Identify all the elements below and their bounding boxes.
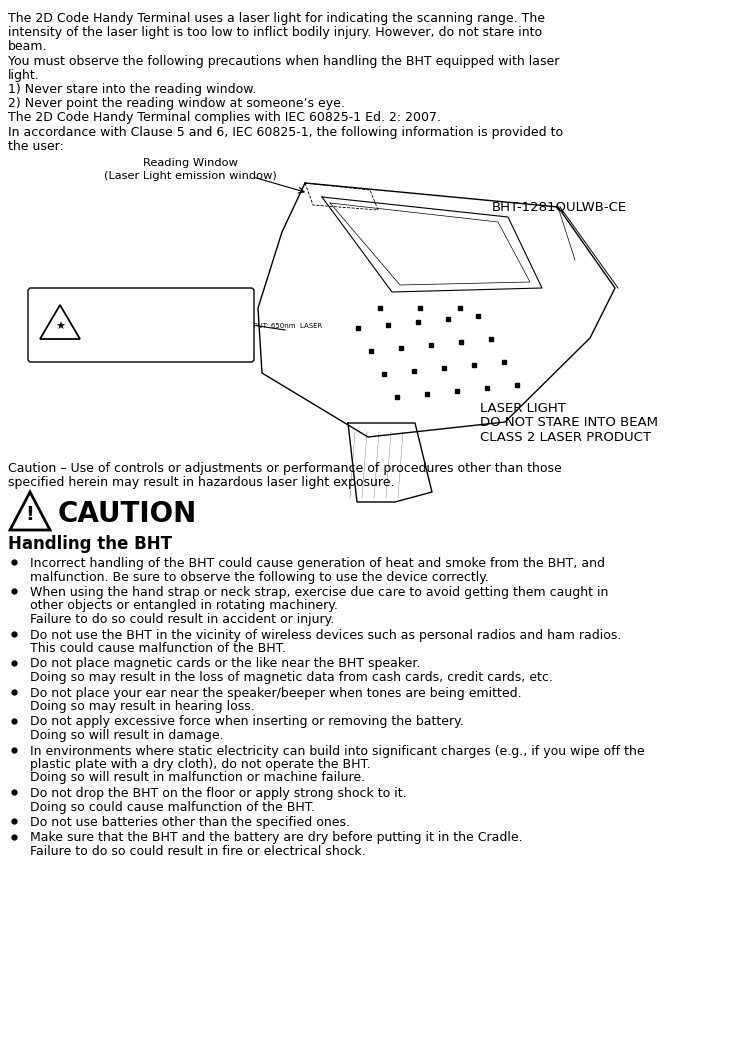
Text: Do not apply excessive force when inserting or removing the battery.: Do not apply excessive force when insert… <box>30 715 464 728</box>
Text: Handling the BHT: Handling the BHT <box>8 535 172 553</box>
Text: Do not place your ear near the speaker/beeper when tones are being emitted.: Do not place your ear near the speaker/b… <box>30 687 522 699</box>
Text: You must observe the following precautions when handling the BHT equipped with l: You must observe the following precautio… <box>8 54 559 68</box>
Text: BHT-1281QULWB-CE: BHT-1281QULWB-CE <box>492 200 627 213</box>
Text: (Laser Light emission window): (Laser Light emission window) <box>103 171 276 181</box>
Text: Doing so may result in the loss of magnetic data from cash cards, credit cards, : Doing so may result in the loss of magne… <box>30 671 553 684</box>
Text: Caution – Use of controls or adjustments or performance of procedures other than: Caution – Use of controls or adjustments… <box>8 462 562 475</box>
Text: beam.: beam. <box>8 40 48 53</box>
Text: ★: ★ <box>55 322 65 332</box>
Text: Reading Window: Reading Window <box>143 158 237 168</box>
Text: DO NOT STARE INTO BEAM: DO NOT STARE INTO BEAM <box>480 417 658 429</box>
Text: plastic plate with a dry cloth), do not operate the BHT.: plastic plate with a dry cloth), do not … <box>30 758 371 771</box>
Text: Incorrect handling of the BHT could cause generation of heat and smoke from the : Incorrect handling of the BHT could caus… <box>30 557 605 570</box>
Text: CAUTION: CAUTION <box>58 500 197 528</box>
Text: LASER LIGHT: LASER LIGHT <box>480 402 566 415</box>
Text: 2) Never point the reading window at someone’s eye.: 2) Never point the reading window at som… <box>8 97 345 111</box>
Text: specified herein may result in hazardous laser light exposure.: specified herein may result in hazardous… <box>8 476 395 489</box>
Text: LASER LIGHT-DO NOT STARE INTO BEAM: LASER LIGHT-DO NOT STARE INTO BEAM <box>90 304 230 310</box>
Text: Doing so will result in damage.: Doing so will result in damage. <box>30 729 223 742</box>
Text: The 2D Code Handy Terminal complies with IEC 60825-1 Ed. 2: 2007.: The 2D Code Handy Terminal complies with… <box>8 112 441 124</box>
Text: Do not use the BHT in the vicinity of wireless devices such as personal radios a: Do not use the BHT in the vicinity of wi… <box>30 628 621 641</box>
Text: Make sure that the BHT and the battery are dry before putting it in the Cradle.: Make sure that the BHT and the battery a… <box>30 831 522 844</box>
Text: CLASS 2 LASER PRODUCT: CLASS 2 LASER PRODUCT <box>480 431 651 444</box>
Text: !: ! <box>26 505 35 523</box>
Text: 1) Never stare into the reading window.: 1) Never stare into the reading window. <box>8 83 257 96</box>
Text: intensity of the laser light is too low to inflict bodily injury. However, do no: intensity of the laser light is too low … <box>8 27 542 39</box>
Text: The 2D Code Handy Terminal uses a laser light for indicating the scanning range.: The 2D Code Handy Terminal uses a laser … <box>8 12 545 26</box>
Text: other objects or entangled in rotating machinery.: other objects or entangled in rotating m… <box>30 600 338 612</box>
Text: Do not use batteries other than the specified ones.: Do not use batteries other than the spec… <box>30 816 350 829</box>
Text: Doing so will result in malfunction or machine failure.: Doing so will result in malfunction or m… <box>30 772 365 784</box>
Text: This could cause malfunction of the BHT.: This could cause malfunction of the BHT. <box>30 642 286 655</box>
Text: the user:: the user: <box>8 140 63 153</box>
Text: CLASS 2 LASER PRODUCT 1mW MAXIMUM OUTPUT: 650nm  LASER: CLASS 2 LASER PRODUCT 1mW MAXIMUM OUTPUT… <box>90 323 322 330</box>
Text: Do not place magnetic cards or the like near the BHT speaker.: Do not place magnetic cards or the like … <box>30 658 421 671</box>
Bar <box>30 290 252 360</box>
Text: Do not drop the BHT on the floor or apply strong shock to it.: Do not drop the BHT on the floor or appl… <box>30 787 407 800</box>
Text: malfunction. Be sure to observe the following to use the device correctly.: malfunction. Be sure to observe the foll… <box>30 571 489 584</box>
Text: Doing so could cause malfunction of the BHT.: Doing so could cause malfunction of the … <box>30 800 315 813</box>
Text: IEC60825-1  Ed.2 : 2007: IEC60825-1 Ed.2 : 2007 <box>90 342 175 348</box>
FancyBboxPatch shape <box>28 288 254 362</box>
Text: In environments where static electricity can build into significant charges (e.g: In environments where static electricity… <box>30 744 645 758</box>
Text: Failure to do so could result in accident or injury.: Failure to do so could result in acciden… <box>30 613 334 626</box>
Text: Failure to do so could result in fire or electrical shock.: Failure to do so could result in fire or… <box>30 845 365 858</box>
Text: light.: light. <box>8 69 40 82</box>
Polygon shape <box>40 305 80 339</box>
Text: In accordance with Clause 5 and 6, IEC 60825-1, the following information is pro: In accordance with Clause 5 and 6, IEC 6… <box>8 125 563 138</box>
Polygon shape <box>10 492 50 530</box>
Text: Doing so may result in hearing loss.: Doing so may result in hearing loss. <box>30 701 254 713</box>
Text: When using the hand strap or neck strap, exercise due care to avoid getting them: When using the hand strap or neck strap,… <box>30 586 609 598</box>
